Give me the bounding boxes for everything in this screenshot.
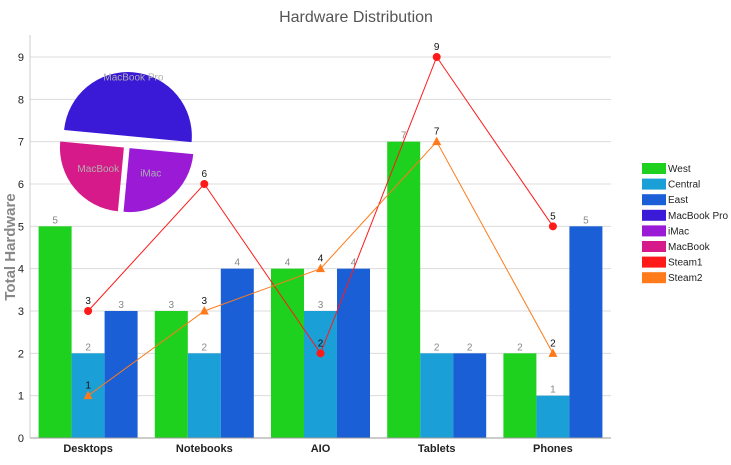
bar-central-tablets bbox=[420, 353, 454, 438]
bar-value-label: 2 bbox=[434, 342, 440, 353]
point-value-label: 2 bbox=[550, 338, 556, 349]
y-tick-label: 3 bbox=[18, 306, 24, 318]
legend-swatch-macbook bbox=[642, 241, 666, 252]
category-labels: Desktops Notebooks AIO Tablets Phones bbox=[63, 443, 572, 455]
bar-west-phones bbox=[503, 353, 537, 438]
bar-value-label: 4 bbox=[351, 258, 357, 269]
pie-chart: MacBook Pro iMac MacBook bbox=[59, 72, 194, 213]
y-tick-label: 7 bbox=[18, 137, 24, 149]
category-label-phones: Phones bbox=[533, 443, 573, 455]
y-tick-label: 2 bbox=[18, 348, 24, 360]
legend-swatch-imac bbox=[642, 225, 666, 237]
bar-series: 5 3 4 7 2 2 2 3 2 1 3 4 4 2 5 bbox=[38, 131, 603, 438]
pie-slice-macbook bbox=[59, 141, 124, 212]
point-steam1-tablets bbox=[432, 53, 441, 61]
legend-label-macbook-pro: MacBook Pro bbox=[668, 211, 728, 222]
legend: West Central East MacBook Pro iMac MacBook Ste… bbox=[642, 163, 728, 284]
bar-value-label: 4 bbox=[285, 258, 291, 269]
point-steam2-phones bbox=[548, 348, 558, 357]
pie-slice-imac bbox=[123, 148, 194, 213]
bar-east-desktops bbox=[104, 311, 138, 438]
legend-label-imac: iMac bbox=[668, 226, 689, 237]
bar-value-label: 2 bbox=[467, 342, 473, 353]
pie-label-imac: iMac bbox=[140, 169, 161, 180]
bar-east-notebooks bbox=[220, 268, 254, 438]
legend-swatch-steam2 bbox=[642, 272, 666, 284]
bar-value-label: 3 bbox=[169, 300, 175, 311]
y-axis-label: Total Hardware bbox=[2, 193, 19, 300]
bar-value-label: 5 bbox=[52, 215, 58, 226]
point-value-label: 7 bbox=[434, 127, 440, 138]
bar-value-label: 7 bbox=[401, 131, 407, 142]
legend-label-macbook: MacBook bbox=[668, 242, 711, 253]
legend-swatch-east bbox=[642, 194, 666, 206]
point-steam1-phones bbox=[548, 222, 557, 231]
point-steam2-aio bbox=[316, 263, 325, 273]
point-steam1-aio bbox=[316, 349, 325, 358]
bar-value-label: 2 bbox=[85, 342, 91, 353]
legend-label-west: West bbox=[668, 164, 691, 175]
bar-west-notebooks bbox=[154, 311, 188, 438]
y-tick-label: 8 bbox=[18, 94, 24, 106]
pie-label-macbook-pro: MacBook Pro bbox=[103, 72, 163, 83]
legend-label-steam1: Steam1 bbox=[668, 258, 703, 269]
legend-swatch-west bbox=[642, 163, 666, 174]
bar-value-label: 4 bbox=[235, 258, 241, 269]
y-tick-label: 6 bbox=[18, 179, 24, 191]
y-tick-label: 4 bbox=[18, 264, 24, 276]
bar-central-notebooks bbox=[187, 353, 221, 438]
y-tick-label: 0 bbox=[18, 433, 24, 445]
chart-title: Hardware Distribution bbox=[279, 9, 433, 26]
legend-swatch-macbook-pro bbox=[642, 209, 666, 221]
point-value-label: 6 bbox=[202, 169, 208, 180]
point-steam2-desktops bbox=[83, 390, 93, 400]
bar-west-desktops bbox=[38, 226, 72, 438]
point-value-label: 9 bbox=[434, 42, 440, 53]
legend-label-steam2: Steam2 bbox=[668, 273, 703, 284]
bar-value-label: 2 bbox=[517, 342, 523, 353]
bar-west-tablets bbox=[387, 141, 421, 438]
category-label-desktops: Desktops bbox=[63, 443, 113, 455]
point-value-label: 2 bbox=[318, 338, 324, 349]
bar-west-aio bbox=[271, 268, 304, 438]
y-tick-labels: 0 1 2 3 4 5 6 7 8 9 bbox=[18, 52, 24, 445]
y-tick-label: 1 bbox=[18, 391, 24, 403]
bar-east-aio bbox=[337, 268, 370, 438]
category-label-tablets: Tablets bbox=[418, 443, 456, 455]
bar-value-label: 2 bbox=[202, 342, 208, 353]
bar-east-phones bbox=[569, 226, 603, 438]
point-steam1-notebooks bbox=[200, 180, 209, 188]
point-value-label: 4 bbox=[318, 254, 324, 265]
legend-swatch-central bbox=[642, 178, 666, 190]
point-value-label: 3 bbox=[202, 296, 208, 307]
axes bbox=[29, 35, 611, 439]
bar-value-label: 5 bbox=[583, 215, 589, 226]
legend-swatch-steam1 bbox=[642, 256, 666, 268]
legend-label-central: Central bbox=[668, 180, 700, 191]
point-steam2-notebooks bbox=[199, 306, 209, 315]
bar-central-phones bbox=[536, 395, 570, 438]
bar-value-label: 1 bbox=[550, 385, 556, 396]
point-value-label: 5 bbox=[550, 211, 556, 222]
y-tick-label: 5 bbox=[18, 221, 24, 233]
category-label-aio: AIO bbox=[311, 443, 331, 455]
bar-central-aio bbox=[304, 311, 337, 438]
point-value-label: 1 bbox=[85, 381, 91, 392]
category-label-notebooks: Notebooks bbox=[176, 443, 233, 455]
bar-value-label: 3 bbox=[318, 300, 324, 311]
point-steam1-desktops bbox=[84, 307, 93, 315]
pie-slice-macbook-pro bbox=[64, 72, 192, 143]
bar-east-tablets bbox=[453, 353, 487, 438]
y-tick-label: 9 bbox=[18, 52, 24, 64]
bar-value-label: 3 bbox=[118, 300, 124, 311]
point-value-label: 3 bbox=[85, 296, 91, 307]
point-steam2-tablets bbox=[432, 136, 442, 146]
line-series: 3 6 2 9 5 1 3 4 7 2 bbox=[83, 42, 558, 400]
legend-label-east: East bbox=[668, 195, 688, 206]
pie-label-macbook: MacBook bbox=[77, 164, 120, 175]
